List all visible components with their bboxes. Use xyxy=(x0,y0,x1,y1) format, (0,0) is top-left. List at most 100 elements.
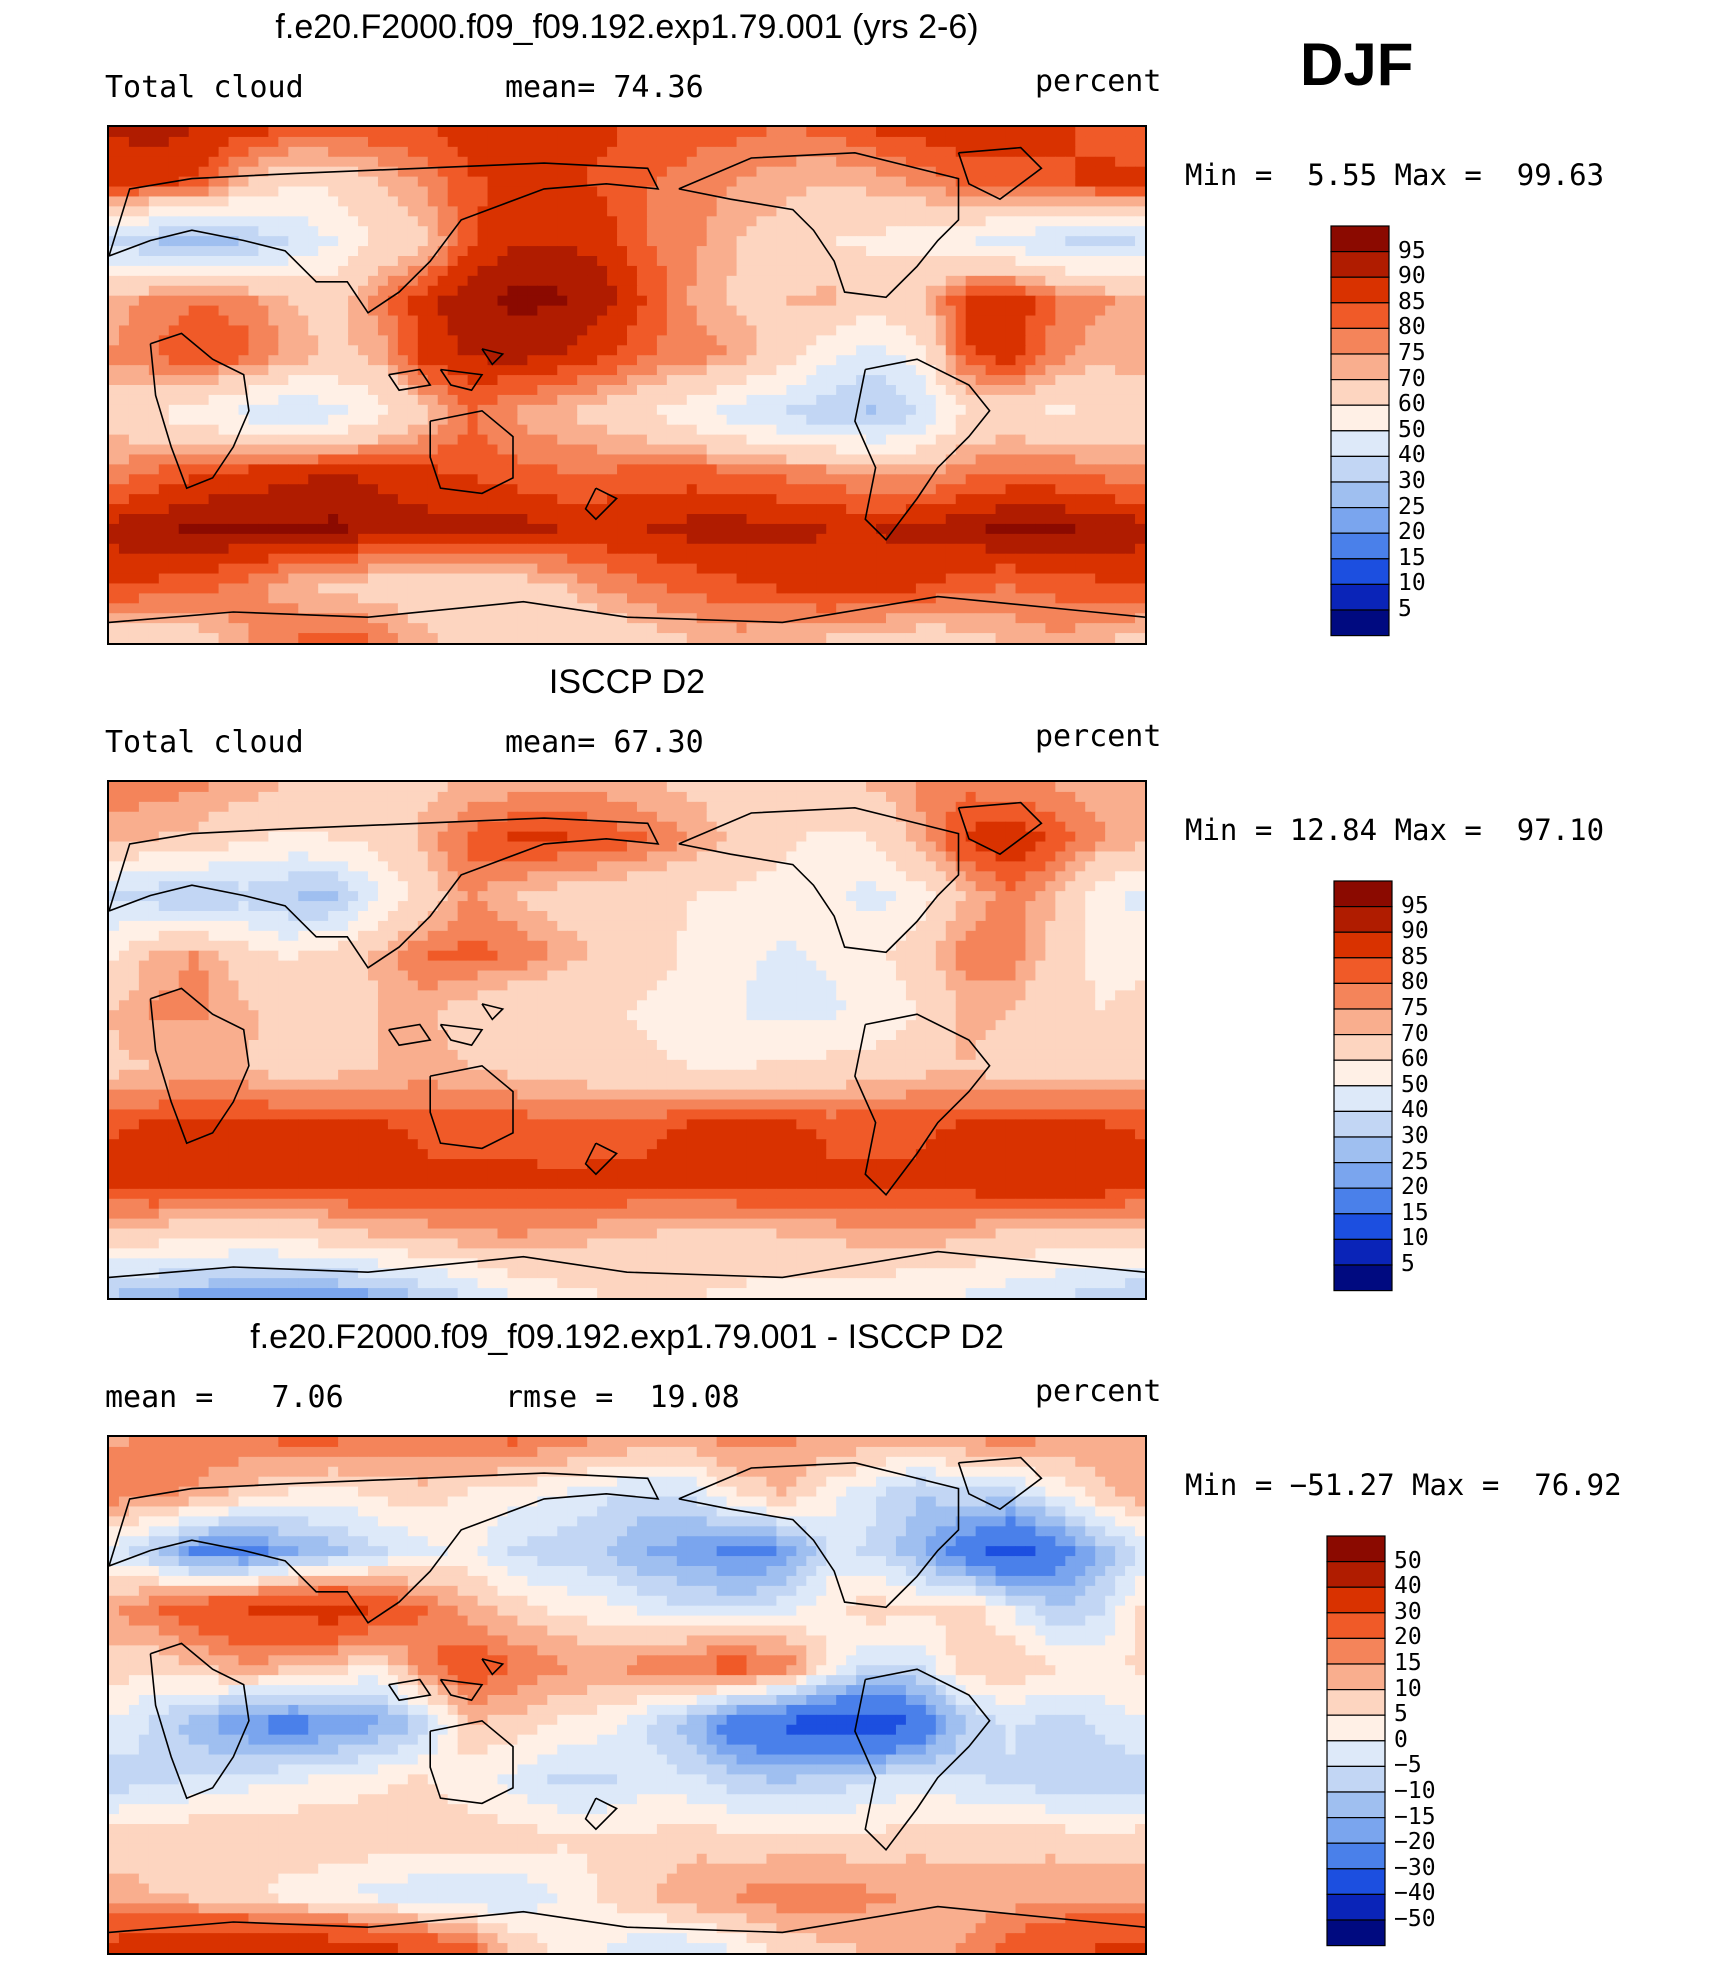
heatmap-cell xyxy=(178,315,190,327)
heatmap-cell xyxy=(517,275,528,287)
heatmap-cell xyxy=(218,573,230,585)
heatmap-cell xyxy=(577,315,588,327)
heatmap-cell xyxy=(507,127,519,138)
heatmap-cell xyxy=(666,315,678,327)
heatmap-cell xyxy=(686,146,698,158)
heatmap-cell xyxy=(607,226,618,237)
heatmap-cell xyxy=(1075,394,1086,406)
heatmap-cell xyxy=(905,275,917,287)
heatmap-cell xyxy=(308,593,319,604)
heatmap-cell xyxy=(487,424,499,436)
heatmap-cell xyxy=(338,136,349,148)
heatmap-cell xyxy=(377,265,389,277)
heatmap-cell xyxy=(557,454,568,465)
heatmap-cell xyxy=(537,523,548,535)
heatmap-cell xyxy=(756,484,768,495)
heatmap-cell xyxy=(955,543,967,555)
heatmap-cell xyxy=(348,375,359,386)
heatmap-cell xyxy=(587,504,598,515)
heatmap-cell xyxy=(328,533,339,545)
heatmap-cell xyxy=(935,563,947,575)
heatmap-cell xyxy=(358,533,369,545)
heatmap-cell xyxy=(1095,256,1106,267)
heatmap-cell xyxy=(676,315,688,327)
heatmap-cell xyxy=(138,176,150,188)
heatmap-cell xyxy=(816,504,827,515)
heatmap-cell xyxy=(537,533,548,545)
heatmap-cell xyxy=(288,285,299,297)
heatmap-cell xyxy=(348,514,359,525)
heatmap-cell xyxy=(627,375,638,386)
heatmap-cell xyxy=(816,424,827,436)
heatmap-cell xyxy=(676,186,688,198)
heatmap-cell xyxy=(935,226,947,237)
heatmap-cell xyxy=(915,494,927,505)
heatmap-cell xyxy=(298,236,309,247)
heatmap-cell xyxy=(1105,454,1116,465)
heatmap-cell xyxy=(965,454,977,465)
heatmap-cell xyxy=(886,365,897,376)
heatmap-cell xyxy=(188,127,200,138)
heatmap-cell xyxy=(646,246,658,257)
heatmap-cell xyxy=(328,474,339,485)
heatmap-cell xyxy=(397,305,409,317)
heatmap-cell xyxy=(497,504,509,515)
heatmap-cell xyxy=(457,484,469,495)
heatmap-cell xyxy=(686,484,698,495)
heatmap-cell xyxy=(1055,186,1066,198)
heatmap-cell xyxy=(965,166,977,178)
heatmap-cell xyxy=(109,305,120,317)
heatmap-cell xyxy=(597,226,608,237)
heatmap-cell xyxy=(995,464,1007,475)
heatmap-cell xyxy=(268,593,279,604)
heatmap-cell xyxy=(118,265,130,277)
heatmap-cell xyxy=(1115,186,1126,198)
heatmap-cell xyxy=(328,127,339,138)
heatmap-cell xyxy=(716,514,728,525)
heatmap-cell xyxy=(198,196,210,207)
heatmap-cell xyxy=(646,275,658,287)
heatmap-cell xyxy=(895,394,907,406)
heatmap-cell xyxy=(686,246,698,257)
heatmap-cell xyxy=(1115,256,1126,267)
heatmap-cell xyxy=(886,414,897,426)
heatmap-cell xyxy=(258,166,269,178)
heatmap-cell xyxy=(955,583,967,594)
heatmap-cell xyxy=(208,236,220,247)
heatmap-cell xyxy=(1065,246,1076,257)
heatmap-cell xyxy=(228,275,240,287)
heatmap-cell xyxy=(796,414,807,426)
heatmap-cell xyxy=(417,514,429,525)
heatmap-cell xyxy=(507,345,519,356)
heatmap-cell xyxy=(636,434,648,446)
heatmap-cell xyxy=(627,206,638,217)
heatmap-cell xyxy=(1135,315,1145,327)
heatmap-cell xyxy=(457,414,469,426)
heatmap-cell xyxy=(915,573,927,585)
heatmap-cell xyxy=(895,285,907,297)
heatmap-cell xyxy=(856,305,867,317)
heatmap-cell xyxy=(278,385,289,396)
heatmap-cell xyxy=(238,434,250,446)
heatmap-cell xyxy=(298,563,309,575)
heatmap-cell xyxy=(876,454,887,465)
heatmap-cell xyxy=(397,146,409,158)
heatmap-cell xyxy=(627,355,638,366)
heatmap-cell xyxy=(358,246,369,257)
heatmap-cell xyxy=(109,573,120,585)
heatmap-cell xyxy=(866,533,877,545)
heatmap-cell xyxy=(587,533,598,545)
heatmap-cell xyxy=(467,494,479,505)
heatmap-cell xyxy=(816,434,827,446)
heatmap-cell xyxy=(955,335,967,346)
heatmap-cell xyxy=(537,275,548,287)
heatmap-cell xyxy=(427,285,439,297)
heatmap-cell xyxy=(905,434,917,446)
heatmap-cell xyxy=(597,414,608,426)
heatmap-cell xyxy=(467,136,479,148)
heatmap-cell xyxy=(278,533,289,545)
heatmap-cell xyxy=(925,504,937,515)
heatmap-cell xyxy=(338,444,349,456)
heatmap-cell xyxy=(248,365,260,376)
heatmap-cell xyxy=(537,226,548,237)
